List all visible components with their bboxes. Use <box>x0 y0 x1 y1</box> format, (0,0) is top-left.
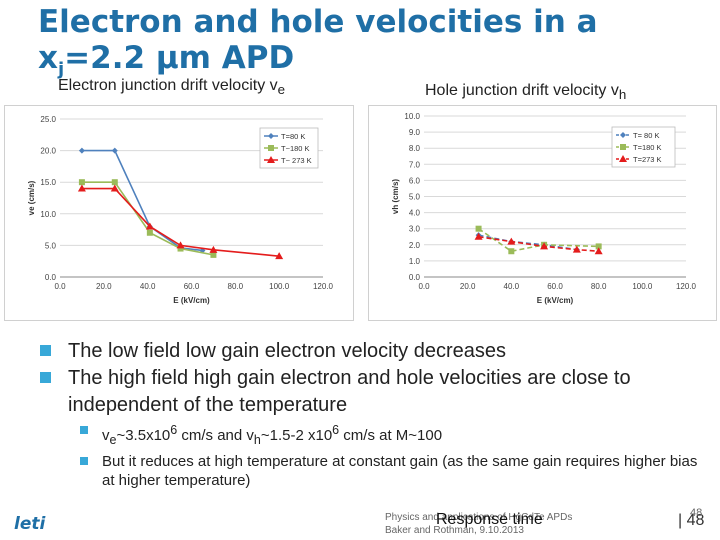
legend-marker <box>267 156 275 163</box>
data-point <box>475 225 482 232</box>
sub-bullet-marker <box>80 457 88 465</box>
y-tick-label: 6.0 <box>409 176 421 185</box>
data-point <box>111 179 118 186</box>
x-tick-label: 120.0 <box>676 282 697 291</box>
data-point <box>507 237 516 245</box>
legend-marker <box>268 145 274 151</box>
y-tick-label: 2.0 <box>409 241 421 250</box>
data-point <box>474 232 483 240</box>
legend-label: T= 80 K <box>633 131 659 140</box>
data-point <box>595 243 602 250</box>
y-tick-label: 25.0 <box>40 115 56 124</box>
electron-velocity-plot: 0.0 5.0 10.0 15.0 20.0 25.0 0.0 20.0 40.0 60.0 80.… <box>27 115 334 305</box>
electron-velocity-chart: 0.0 5.0 10.0 15.0 20.0 25.0 0.0 20.0 40.0 60.0 80.… <box>4 105 354 321</box>
data-point <box>78 147 85 154</box>
x-tick-label: 60.0 <box>184 282 200 291</box>
x-tick-label: 40.0 <box>140 282 156 291</box>
sub-bullet-item: ve~3.5x106 cm/s and vh~1.5-2 x106 cm/s a… <box>40 421 700 450</box>
series-line <box>81 149 203 252</box>
hole-velocity-plot: 0.0 1.0 2.0 3.0 4.0 5.0 6.0 7.0 8.0 9.0 10.0 0.0 20.… <box>391 112 697 305</box>
y-tick-label: 7.0 <box>409 160 421 169</box>
electron-chart-caption: µElectron junction drift velocity ve <box>58 77 286 98</box>
legend-label: T~180 K <box>281 144 310 153</box>
page-number-small: 48 <box>690 507 703 519</box>
y-tick-label: 0.0 <box>45 273 57 282</box>
data-point <box>210 251 217 258</box>
data-point <box>572 245 581 253</box>
bullet-list: The low field low gain electron velocity… <box>40 338 700 490</box>
x-tick-label: 0.0 <box>54 282 66 291</box>
x-tick-label: 0.0 <box>418 282 430 291</box>
x-tick-label: 40.0 <box>504 282 520 291</box>
y-tick-label: 9.0 <box>409 128 421 137</box>
x-axis-label: E (kV/cm) <box>173 296 210 305</box>
legend-marker <box>268 133 274 139</box>
y-tick-label: 10.0 <box>404 112 420 121</box>
data-point <box>594 247 603 255</box>
legend-marker <box>620 132 626 138</box>
data-point <box>275 252 284 260</box>
y-tick-label: 3.0 <box>409 225 421 234</box>
x-tick-label: 60.0 <box>547 282 563 291</box>
y-tick-label: 10.0 <box>40 210 56 219</box>
data-point <box>110 184 119 192</box>
x-tick-label: 120.0 <box>313 282 334 291</box>
x-tick-label: 80.0 <box>228 282 244 291</box>
y-tick-label: 20.0 <box>40 147 56 156</box>
y-tick-label: 0.0 <box>409 273 421 282</box>
x-tick-label: 100.0 <box>632 282 653 291</box>
y-axis-label: ve (cm/s) <box>27 180 36 215</box>
slide-title: Electron and hole velocities in a xj=2.2… <box>38 4 598 81</box>
data-point <box>78 179 85 186</box>
y-tick-label: 5.0 <box>409 193 421 202</box>
legend-label: T~ 273 K <box>281 156 312 165</box>
x-tick-label: 100.0 <box>269 282 290 291</box>
legend-label: T=80 K <box>281 132 305 141</box>
hole-chart-caption: Hole junction drift velocity vh <box>425 82 627 103</box>
sub-bullet-marker <box>80 426 88 434</box>
bullet-marker <box>40 345 51 356</box>
data-point <box>209 245 218 253</box>
leti-logo: leti <box>14 514 46 534</box>
section-label: Response time <box>436 511 543 528</box>
sub-bullet-item: But it reduces at high temperature at co… <box>40 452 700 490</box>
data-point <box>145 222 154 230</box>
data-point <box>176 241 185 249</box>
data-point <box>540 242 549 250</box>
y-tick-label: 5.0 <box>45 241 57 250</box>
y-tick-label: 1.0 <box>409 257 421 266</box>
x-tick-label: 20.0 <box>460 282 476 291</box>
data-point <box>146 229 153 236</box>
y-tick-label: 8.0 <box>409 144 421 153</box>
hole-velocity-chart: 0.0 1.0 2.0 3.0 4.0 5.0 6.0 7.0 8.0 9.0 10.0 0.0 20.… <box>368 105 717 321</box>
footer-citation: Physics and applications of HgCdTe APDs … <box>385 512 573 536</box>
x-tick-label: 20.0 <box>96 282 112 291</box>
data-point <box>508 248 515 255</box>
legend-marker <box>619 155 627 162</box>
legend-label: T=273 K <box>633 155 662 164</box>
y-tick-label: 15.0 <box>40 178 56 187</box>
legend-marker <box>620 144 626 150</box>
series-line <box>81 181 214 256</box>
bullet-item: The low field low gain electron velocity… <box>40 338 700 365</box>
x-axis-label: E (kV/cm) <box>537 296 574 305</box>
data-point <box>111 147 118 154</box>
page-number: | 48 <box>678 512 705 529</box>
bullet-item: The high field high gain electron and ho… <box>40 365 700 419</box>
bullet-marker <box>40 372 51 383</box>
x-tick-label: 80.0 <box>591 282 607 291</box>
data-point <box>77 184 86 192</box>
legend-label: T=180 K <box>633 143 662 152</box>
y-tick-label: 4.0 <box>409 209 421 218</box>
series-line <box>81 187 280 257</box>
y-axis-label: vh (cm/s) <box>391 179 400 214</box>
data-point <box>177 245 184 252</box>
